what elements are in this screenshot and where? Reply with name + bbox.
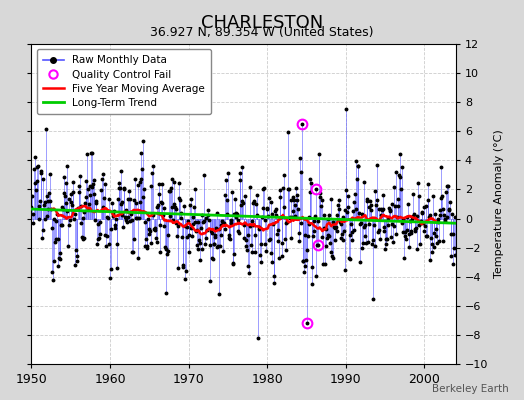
- Text: 36.927 N, 89.354 W (United States): 36.927 N, 89.354 W (United States): [150, 26, 374, 39]
- Legend: Raw Monthly Data, Quality Control Fail, Five Year Moving Average, Long-Term Tren: Raw Monthly Data, Quality Control Fail, …: [37, 49, 211, 114]
- Y-axis label: Temperature Anomaly (°C): Temperature Anomaly (°C): [494, 130, 504, 278]
- Text: Berkeley Earth: Berkeley Earth: [432, 384, 508, 394]
- Text: CHARLESTON: CHARLESTON: [201, 14, 323, 32]
